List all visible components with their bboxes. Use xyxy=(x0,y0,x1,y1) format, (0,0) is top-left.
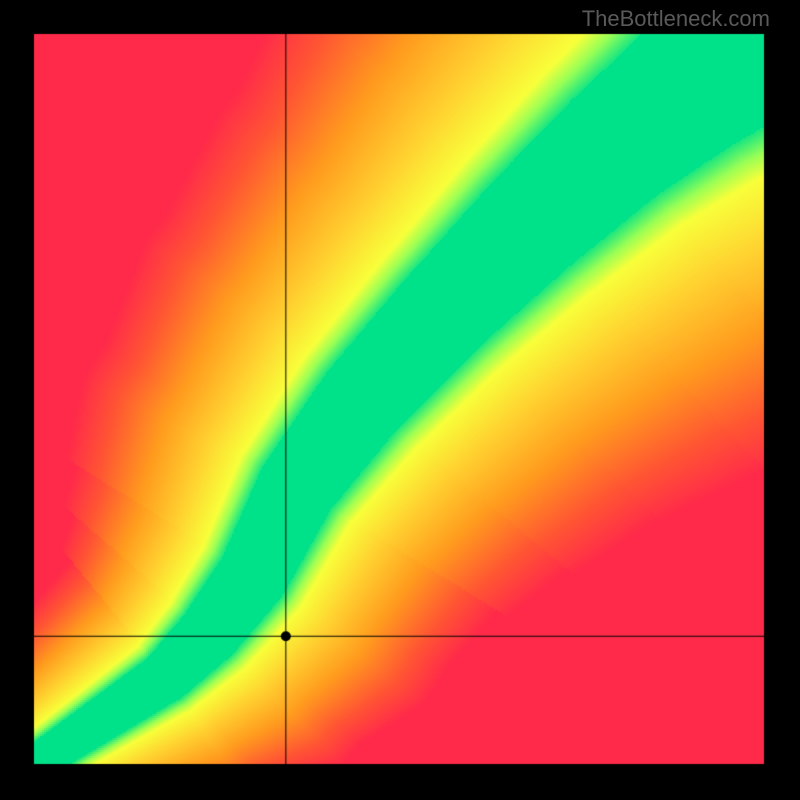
bottleneck-heatmap xyxy=(0,0,800,800)
figure-container: TheBottleneck.com xyxy=(0,0,800,800)
watermark-label: TheBottleneck.com xyxy=(582,6,770,32)
